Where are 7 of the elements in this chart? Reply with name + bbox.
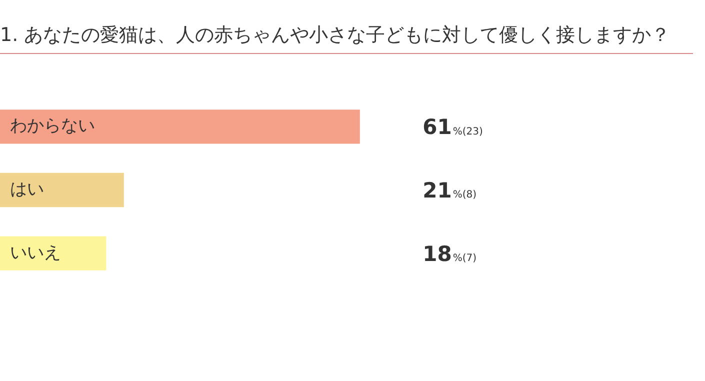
chart-title: 1. あなたの愛猫は、人の赤ちゃんや小さな子どもに対して優しく接しますか？ <box>0 22 693 54</box>
y-tick-label: いいえ <box>10 242 61 263</box>
data-label: 21%(8) <box>422 178 477 202</box>
y-tick-label: はい <box>10 179 44 200</box>
data-label: 61%(23) <box>422 115 484 140</box>
y-tick-label: わからない <box>10 116 95 136</box>
data-label: 18%(7) <box>422 242 477 266</box>
